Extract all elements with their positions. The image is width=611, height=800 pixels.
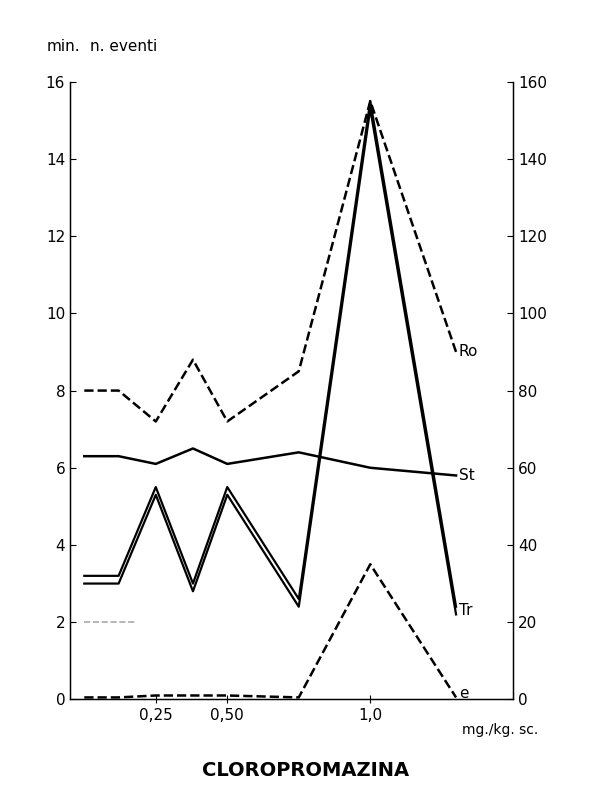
Text: min.: min. bbox=[47, 39, 81, 54]
Text: n. eventi: n. eventi bbox=[90, 39, 157, 54]
Text: CLOROPROMAZINA: CLOROPROMAZINA bbox=[202, 761, 409, 780]
Text: e: e bbox=[459, 686, 469, 701]
Text: St: St bbox=[459, 468, 475, 483]
Text: Tr: Tr bbox=[459, 603, 472, 618]
Text: mg./kg. sc.: mg./kg. sc. bbox=[462, 723, 538, 737]
Text: Ro: Ro bbox=[459, 345, 478, 359]
